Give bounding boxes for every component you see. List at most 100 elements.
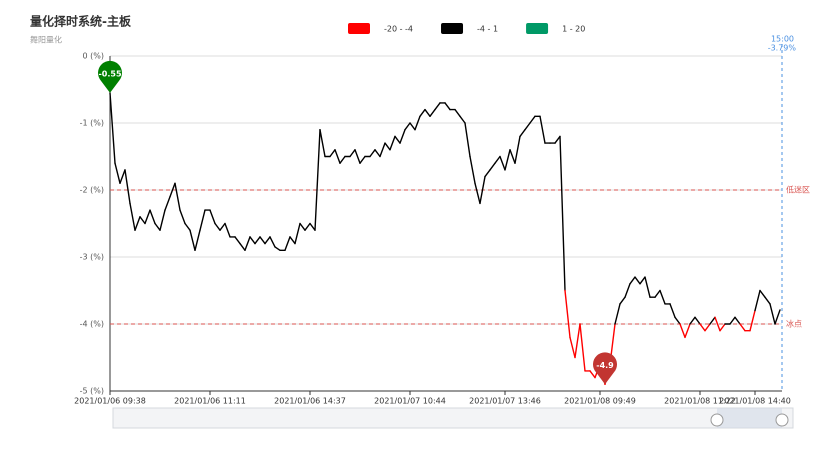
line-segment xyxy=(619,296,626,305)
line-segment xyxy=(114,162,121,185)
line-segment xyxy=(394,135,401,144)
line-segment xyxy=(269,236,276,248)
line-segment xyxy=(644,276,651,298)
line-segment xyxy=(629,276,636,285)
mark-point xyxy=(593,352,617,385)
line-segment xyxy=(224,222,231,238)
line-segment xyxy=(144,209,151,225)
line-segment xyxy=(684,323,691,339)
line-segment xyxy=(389,135,396,151)
line-segment xyxy=(354,149,361,164)
line-segment xyxy=(274,246,281,252)
line-segment xyxy=(579,323,586,372)
line-segment xyxy=(179,209,186,225)
line-segment xyxy=(189,229,196,252)
line-segment xyxy=(249,236,256,245)
x-tick-label: 2021/01/07 13:46 xyxy=(469,397,541,406)
line-segment xyxy=(674,316,681,325)
line-segment xyxy=(184,222,191,231)
line-segment xyxy=(769,303,776,325)
line-segment xyxy=(499,155,506,171)
data-zoom-window[interactable] xyxy=(717,408,782,428)
chart-subtitle: 舞阳量化 xyxy=(30,35,62,45)
chart-title: 量化择时系统-主板 xyxy=(30,14,132,29)
line-segment xyxy=(399,128,406,144)
x-tick-label: 2021/01/06 09:38 xyxy=(74,397,146,406)
data-zoom-slider[interactable] xyxy=(112,407,794,429)
line-segment xyxy=(444,102,451,111)
line-segment xyxy=(119,169,126,185)
line-segment xyxy=(339,155,346,164)
line-segment xyxy=(754,289,761,312)
x-tick-label: 2021/01/06 14:37 xyxy=(274,397,346,406)
line-segment xyxy=(234,236,241,245)
line-segment xyxy=(134,216,141,231)
line-segment xyxy=(739,323,746,332)
data-zoom-handle[interactable] xyxy=(775,413,789,427)
line-segment xyxy=(659,289,666,305)
line-segment xyxy=(174,182,181,211)
line-segment xyxy=(164,195,171,211)
x-tick-label: 2021/01/08 09:49 xyxy=(564,397,636,406)
mark-point-label: -4.9 xyxy=(596,361,614,370)
y-tick-label: -4 (%) xyxy=(80,320,104,329)
line-segment xyxy=(589,370,596,379)
line-segment xyxy=(489,162,496,171)
line-segment xyxy=(294,222,301,245)
line-segment xyxy=(414,115,421,131)
line-segment xyxy=(109,92,116,164)
line-segment xyxy=(639,276,646,285)
line-segment xyxy=(319,128,326,158)
pointer-label: 15:00 xyxy=(771,35,794,44)
line-segment xyxy=(149,209,156,225)
line-segment xyxy=(154,222,161,231)
line-segment xyxy=(454,108,461,118)
line-segment xyxy=(484,169,491,178)
pointer-value-label: -3.79% xyxy=(768,44,797,53)
data-zoom-handle[interactable] xyxy=(710,413,724,427)
y-tick-label: -3 (%) xyxy=(80,253,104,262)
line-segment xyxy=(314,128,321,231)
line-segment xyxy=(409,122,416,131)
line-segment xyxy=(514,135,521,164)
line-segment xyxy=(404,122,411,131)
line-segment xyxy=(734,316,741,325)
line-segment xyxy=(419,108,426,118)
line-segment xyxy=(379,142,386,158)
line-segment xyxy=(304,222,311,231)
line-segment xyxy=(529,115,536,124)
line-segment xyxy=(169,182,176,198)
line-segment xyxy=(519,128,526,138)
line-segment xyxy=(554,135,561,144)
legend-swatch xyxy=(441,23,464,34)
line-segment xyxy=(384,142,391,151)
line-segment xyxy=(299,222,306,231)
line-segment xyxy=(669,303,676,318)
line-segment xyxy=(464,122,471,158)
line-segment xyxy=(764,296,771,305)
line-segment xyxy=(574,323,581,359)
line-segment xyxy=(559,135,566,292)
line-segment xyxy=(159,209,166,231)
x-tick-label: 2021/01/07 10:44 xyxy=(374,397,446,406)
line-segment xyxy=(749,309,756,332)
line-segment xyxy=(719,323,726,332)
line-segment xyxy=(309,222,316,231)
line-segment xyxy=(564,289,571,339)
legend-label: -4 - 1 xyxy=(477,25,498,34)
legend-label: 1 - 20 xyxy=(562,25,585,34)
line-segment xyxy=(129,202,136,231)
line-segment xyxy=(264,236,271,245)
line-segment xyxy=(709,316,716,325)
line-segment xyxy=(329,149,336,158)
y-tick-label: -1 (%) xyxy=(80,119,104,128)
line-segment xyxy=(704,323,711,332)
line-segment xyxy=(479,175,486,205)
legend-swatch xyxy=(526,23,549,34)
y-tick-label: -2 (%) xyxy=(80,186,104,195)
line-segment xyxy=(504,149,511,171)
line-segment xyxy=(654,289,661,298)
line-segment xyxy=(429,108,436,118)
line-segment xyxy=(239,242,246,252)
line-segment xyxy=(289,236,296,245)
